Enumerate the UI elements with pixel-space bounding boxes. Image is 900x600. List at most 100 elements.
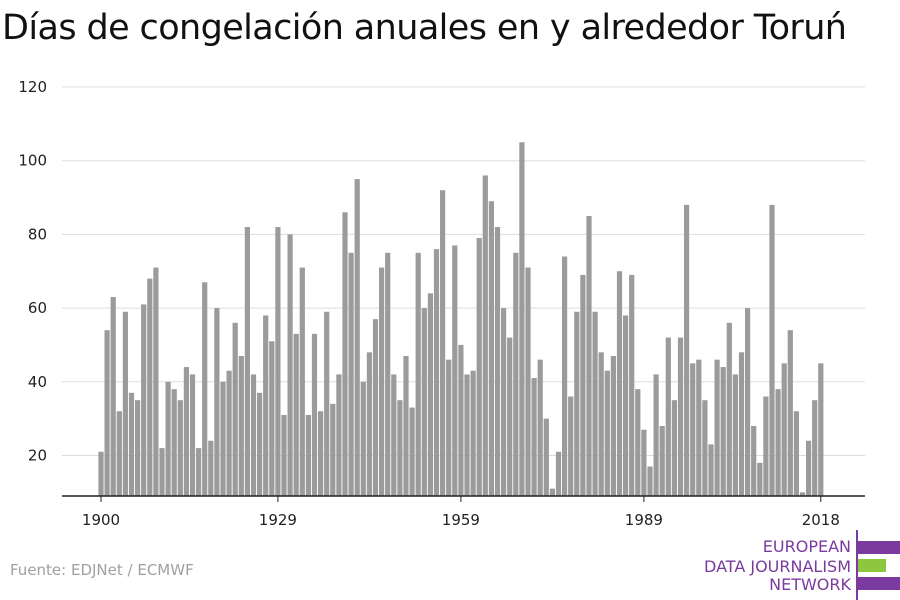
logo-bar-purple-top bbox=[858, 541, 900, 554]
bar-1957 bbox=[446, 359, 452, 496]
bar-1986 bbox=[623, 315, 629, 496]
bar-1979 bbox=[580, 274, 586, 496]
bar-1913 bbox=[177, 400, 183, 496]
bar-1980 bbox=[586, 215, 592, 496]
bar-1997 bbox=[690, 363, 696, 496]
bar-1924 bbox=[244, 227, 250, 496]
bar-1937 bbox=[324, 311, 330, 496]
logo-separator bbox=[856, 530, 858, 600]
x-tick-label: 1959 bbox=[442, 511, 480, 529]
bar-1918 bbox=[208, 440, 214, 496]
bar-1972 bbox=[537, 359, 543, 496]
bar-1908 bbox=[147, 278, 153, 496]
bar-1984 bbox=[610, 355, 616, 496]
bar-2015 bbox=[799, 492, 806, 496]
bar-1954 bbox=[427, 293, 433, 496]
bar-1978 bbox=[574, 311, 580, 496]
bar-1930 bbox=[281, 414, 287, 496]
bar-1911 bbox=[165, 381, 171, 496]
logo-text-european: EUROPEAN bbox=[762, 537, 851, 556]
logo-text-data-journalism: DATA JOURNALISM bbox=[704, 557, 851, 576]
bar-1999 bbox=[702, 400, 708, 496]
bar-1961 bbox=[470, 370, 476, 496]
bar-2016 bbox=[806, 440, 812, 496]
bar-1990 bbox=[647, 466, 653, 496]
bar-1912 bbox=[171, 389, 177, 496]
bar-1900 bbox=[98, 451, 104, 496]
bar-1953 bbox=[421, 308, 427, 496]
bar-1915 bbox=[189, 374, 196, 496]
bar-1958 bbox=[452, 245, 458, 496]
bar-1910 bbox=[159, 448, 165, 496]
bar-2001 bbox=[714, 359, 720, 496]
bar-1923 bbox=[238, 355, 244, 496]
bars bbox=[98, 142, 824, 497]
bar-1934 bbox=[305, 414, 311, 496]
x-axis-ticks: 1900 1929 1959 1989 2018 bbox=[82, 496, 840, 529]
y-tick-label: 120 bbox=[18, 78, 47, 96]
logo-text-network: NETWORK bbox=[769, 575, 851, 594]
bar-1938 bbox=[330, 403, 336, 496]
bar-1965 bbox=[494, 227, 501, 496]
bar-1955 bbox=[433, 249, 440, 496]
bar-1902 bbox=[110, 297, 116, 496]
y-tick-label: 100 bbox=[18, 152, 47, 170]
bar-1970 bbox=[525, 267, 531, 496]
x-tick-label: 1900 bbox=[82, 511, 120, 529]
bar-1936 bbox=[318, 411, 324, 496]
bar-1901 bbox=[104, 330, 110, 496]
bar-2006 bbox=[745, 308, 751, 496]
bar-2017 bbox=[812, 400, 818, 496]
bar-1969 bbox=[519, 142, 525, 496]
bar-1967 bbox=[507, 337, 513, 496]
bar-1996 bbox=[684, 204, 690, 496]
bar-1922 bbox=[232, 322, 238, 496]
bar-1950 bbox=[403, 355, 409, 496]
bar-1909 bbox=[153, 267, 159, 496]
bar-1960 bbox=[464, 374, 470, 496]
y-tick-label: 80 bbox=[28, 225, 47, 243]
bar-1959 bbox=[458, 344, 464, 496]
bar-2018 bbox=[818, 363, 824, 496]
bar-1940 bbox=[342, 212, 348, 496]
bar-1942 bbox=[354, 179, 360, 496]
bar-1929 bbox=[275, 227, 281, 496]
bar-1904 bbox=[122, 311, 128, 496]
y-tick-label: 60 bbox=[28, 299, 47, 317]
bar-1971 bbox=[531, 378, 537, 496]
source-note: Fuente: EDJNet / ECMWF bbox=[10, 561, 194, 579]
y-tick-label: 40 bbox=[28, 373, 47, 391]
x-tick-label: 1929 bbox=[259, 511, 297, 529]
edjnet-logo[interactable]: EUROPEAN DATA JOURNALISM NETWORK bbox=[700, 530, 900, 600]
bar-1921 bbox=[226, 370, 232, 496]
bar-1992 bbox=[659, 425, 665, 496]
bar-1928 bbox=[269, 341, 275, 496]
bar-2014 bbox=[793, 411, 799, 496]
bar-1905 bbox=[128, 392, 135, 496]
bar-1925 bbox=[250, 374, 257, 496]
bar-1991 bbox=[653, 374, 659, 496]
bar-1949 bbox=[397, 400, 403, 496]
bar-1945 bbox=[372, 319, 379, 496]
bar-1982 bbox=[598, 352, 604, 496]
bar-1977 bbox=[568, 396, 574, 496]
bar-1987 bbox=[629, 274, 635, 496]
chart-title: Días de congelación anuales en y alreded… bbox=[2, 8, 847, 48]
bar-1983 bbox=[604, 370, 610, 496]
bar-1985 bbox=[616, 271, 623, 496]
bar-1964 bbox=[488, 201, 494, 497]
bar-2010 bbox=[769, 204, 775, 496]
bar-2013 bbox=[787, 330, 793, 496]
bar-2004 bbox=[732, 374, 738, 496]
bar-1948 bbox=[391, 374, 397, 496]
bar-1998 bbox=[696, 359, 702, 496]
logo-bar-green bbox=[858, 559, 886, 572]
bar-1932 bbox=[293, 333, 299, 496]
bar-2008 bbox=[757, 462, 763, 496]
bar-1919 bbox=[214, 308, 220, 496]
bar-1966 bbox=[501, 308, 507, 496]
bar-2007 bbox=[751, 425, 757, 496]
bar-1907 bbox=[141, 304, 147, 496]
bar-1941 bbox=[348, 252, 354, 496]
bar-1995 bbox=[677, 337, 684, 496]
